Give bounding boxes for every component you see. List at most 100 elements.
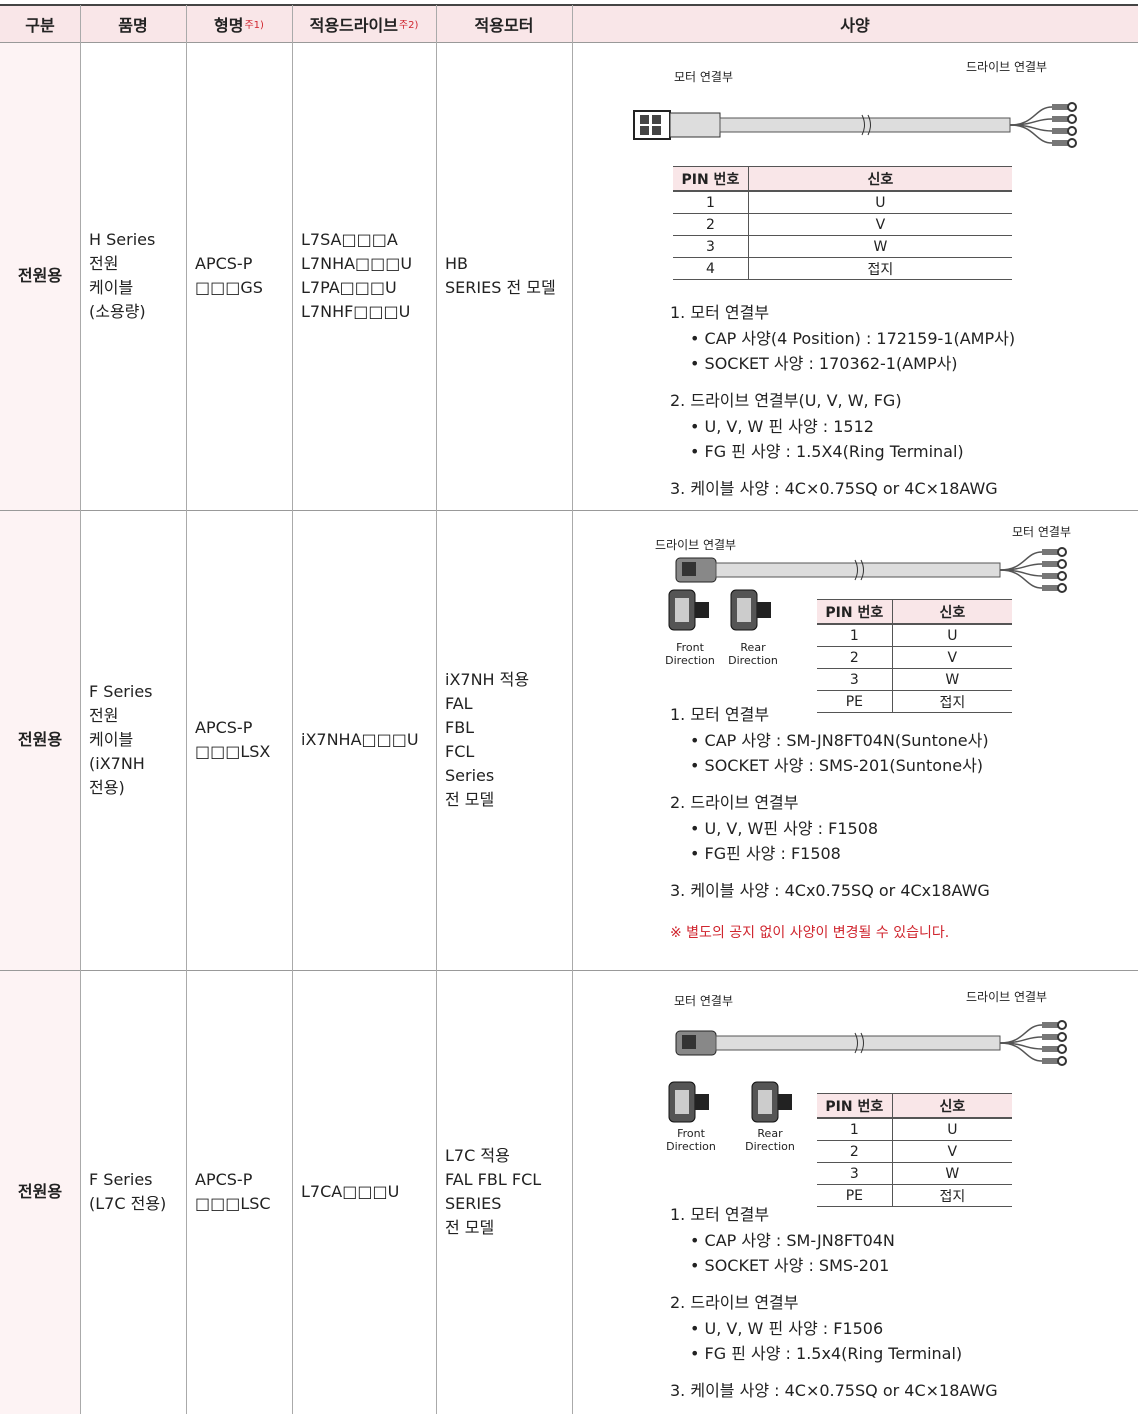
drive-line: L7NHF□□□U	[301, 302, 411, 321]
cable-drawing	[675, 1020, 1067, 1066]
name-cell: F Series (L7C 전용)	[80, 970, 186, 1414]
pin-cell: V	[891, 646, 1012, 669]
motor-line: L7C 적용	[445, 1146, 510, 1165]
drawing-part	[1052, 140, 1068, 146]
drawing-part	[695, 1094, 709, 1110]
drive-line: L7NHA□□□U	[301, 254, 413, 273]
drawing-part	[675, 1090, 689, 1114]
pin-table: PIN 번호 신호 1 U 2 V 3 W PE 접지	[817, 1093, 1012, 1207]
cable-drawing	[668, 589, 709, 631]
direction-label: Front Direction	[656, 1127, 726, 1153]
name-line: F Series	[89, 1170, 153, 1189]
drawing-part	[999, 563, 1043, 571]
model-line: □□□LSX	[195, 742, 271, 761]
spec-title: 1. 모터 연결부	[670, 705, 770, 724]
motor-line: 전 모델	[445, 1218, 495, 1237]
drive-line: iX7NHA□□□U	[301, 730, 419, 749]
pin-cell: 1	[817, 624, 893, 647]
pin-cell: 1	[817, 1118, 893, 1141]
cable-drawing	[668, 1081, 709, 1123]
header-cell: 적용드라이브 주2)	[292, 5, 436, 42]
spec-bullet: CAP 사양(4 Position) : 172159-1(AMP사)	[670, 326, 1016, 351]
rule	[436, 5, 437, 1414]
pin-table: PIN 번호 신호 1 U 2 V 3 W PE 접지	[817, 599, 1012, 713]
name-line: F Series	[89, 682, 153, 701]
drawing-part	[999, 569, 1043, 589]
name-line: 전원	[89, 254, 119, 273]
drawing-part	[1042, 1058, 1058, 1064]
cable-drawing	[730, 589, 771, 631]
category-cell: 전원용	[0, 970, 80, 1414]
drawing-part	[854, 1032, 864, 1054]
motor-line: iX7NH 적용	[445, 670, 530, 689]
spec-title: 2. 드라이브 연결부	[670, 793, 799, 812]
drawing-part	[1057, 559, 1067, 569]
header-note: 주1)	[244, 20, 264, 31]
diagram-label: 드라이브 연결부	[655, 538, 737, 552]
category-bg	[0, 42, 80, 510]
motor-cell: HB SERIES 전 모델	[436, 42, 572, 510]
spec-item: 1. 모터 연결부 CAP 사양 : SM-JN8FT04N(Suntone사)S…	[670, 702, 990, 778]
pin-header: PIN 번호 신호	[673, 166, 1012, 192]
spec-bullet: U, V, W핀 사양 : F1508	[670, 816, 990, 841]
pin-cell: 접지	[747, 257, 1012, 280]
pin-cell: V	[891, 1140, 1012, 1163]
header-text: 형명	[214, 15, 244, 35]
diagram-label: 모터 연결부	[674, 994, 734, 1008]
header-cell: 적용모터	[436, 5, 572, 42]
pin-row: PE 접지	[817, 690, 1012, 713]
header-text: 사양	[840, 15, 870, 35]
pin-cell: W	[891, 1162, 1012, 1185]
spec-bullet: CAP 사양 : SM-JN8FT04N(Suntone사)	[670, 728, 990, 753]
spec-title: 3. 케이블 사양 : 4C×0.75SQ or 4C×18AWG	[670, 1381, 998, 1400]
pin-table: PIN 번호 신호 1 U 2 V 3 W 4 접지	[673, 166, 1012, 280]
direction-text: Direction	[745, 1140, 795, 1153]
drawing-part	[652, 115, 661, 124]
pin-header-cell: PIN 번호	[673, 166, 749, 192]
drawing-part	[999, 1036, 1043, 1044]
pin-cell: W	[747, 235, 1012, 258]
spec-title: 1. 모터 연결부	[670, 1205, 770, 1224]
drawing-part	[1057, 1032, 1067, 1042]
pin-cell: 2	[817, 1140, 893, 1163]
category-cell: 전원용	[0, 42, 80, 510]
header-text: 적용드라이브	[309, 15, 398, 35]
direction-text: Direction	[728, 654, 778, 667]
pin-header-cell: 신호	[747, 166, 1012, 192]
drawing-part	[682, 1035, 696, 1049]
spec-item: 3. 케이블 사양 : 4C×0.75SQ or 4C×18AWG	[670, 1378, 998, 1404]
spec-bullet: SOCKET 사양 : 170362-1(AMP사)	[670, 351, 1015, 376]
drawing-part	[1067, 138, 1077, 148]
spec-item: 2. 드라이브 연결부 U, V, W 핀 사양 : F1506FG 핀 사양 :…	[670, 1290, 998, 1366]
model-line: APCS-P	[195, 718, 253, 737]
category: 전원용	[17, 1182, 63, 1201]
name-line: 전용)	[89, 778, 125, 797]
direction-text: Direction	[666, 1140, 716, 1153]
motor-line: SERIES	[445, 1194, 502, 1213]
drawing-part	[675, 598, 689, 622]
diagram-label: 드라이브 연결부	[966, 990, 1048, 1004]
drawing-part	[1042, 549, 1058, 555]
direction-text: Rear	[757, 1127, 783, 1140]
motor-cell: iX7NH 적용 FAL FBL FCL Series 전 모델	[436, 510, 572, 970]
drawing-part	[1042, 573, 1058, 579]
pin-header: PIN 번호 신호	[817, 599, 1012, 625]
pin-cell: 3	[817, 1162, 893, 1185]
spec-list: 1. 모터 연결부 CAP 사양(4 Position) : 172159-1(A…	[670, 300, 1015, 514]
drive-line: L7PA□□□U	[301, 278, 397, 297]
pin-cell: U	[747, 191, 1012, 214]
spec-item: 1. 모터 연결부 CAP 사양(4 Position) : 172159-1(A…	[670, 300, 1015, 376]
drawing-part	[1057, 1044, 1067, 1054]
name-line: H Series	[89, 230, 156, 249]
pin-cell: W	[891, 668, 1012, 691]
drawing-part	[1057, 547, 1067, 557]
pin-header-cell: PIN 번호	[817, 599, 893, 625]
drawing-part	[1042, 1022, 1058, 1028]
spec-title: 3. 케이블 사양 : 4Cx0.75SQ or 4Cx18AWG	[670, 881, 990, 900]
spec-bullet: FG핀 사양 : F1508	[670, 841, 990, 866]
spec-note: ※ 별도의 공지 없이 사양이 변경될 수 있습니다.	[670, 925, 950, 941]
drawing-part	[1042, 585, 1058, 591]
